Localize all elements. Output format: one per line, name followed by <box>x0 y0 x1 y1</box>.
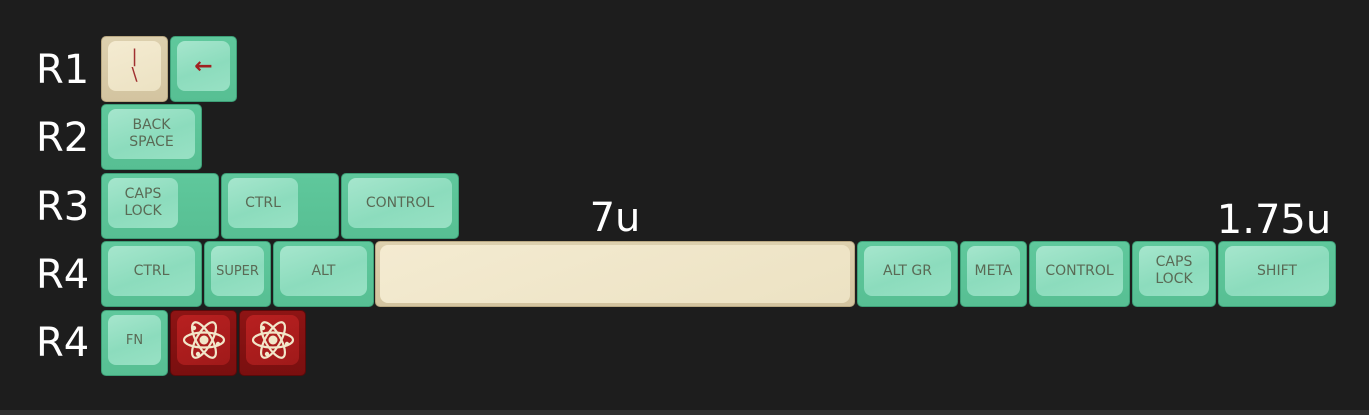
row-label-r4: R4 <box>36 252 90 298</box>
key-legend: CONTROL <box>1036 246 1123 296</box>
key-alt[interactable]: ALT <box>273 241 374 307</box>
key-legend: SHIFT <box>1225 246 1329 296</box>
left-arrow-icon: ← <box>177 41 230 91</box>
row-label-r3: R3 <box>36 184 90 230</box>
atom-icon <box>177 315 230 365</box>
key-super[interactable]: SUPER <box>204 241 271 307</box>
key-legend: BACK SPACE <box>108 109 195 159</box>
key-capslock[interactable]: CAPS LOCK <box>1132 241 1216 307</box>
key-backspace[interactable]: BACK SPACE <box>101 104 202 170</box>
row-label-r5: R4 <box>36 320 90 366</box>
key-backslash[interactable]: | \ <box>101 36 168 102</box>
key-ctrl[interactable]: CTRL <box>101 241 202 307</box>
bottom-border <box>0 410 1369 415</box>
key-legend: ALT GR <box>864 246 951 296</box>
key-spacebar[interactable] <box>375 241 855 307</box>
key-arrow[interactable]: ← <box>170 36 237 102</box>
key-legend: | \ <box>108 41 161 91</box>
key-legend: CAPS LOCK <box>1139 246 1209 296</box>
key-control[interactable]: CONTROL <box>341 173 459 239</box>
key-capslock[interactable]: CAPS LOCK <box>101 173 219 239</box>
spacebar-surface <box>380 245 850 303</box>
key-legend: CTRL <box>108 246 195 296</box>
key-altgr[interactable]: ALT GR <box>857 241 958 307</box>
key-legend: SUPER <box>211 246 264 296</box>
row-label-r2: R2 <box>36 115 90 161</box>
key-control[interactable]: CONTROL <box>1029 241 1130 307</box>
key-atom[interactable] <box>170 310 237 376</box>
key-legend: META <box>967 246 1020 296</box>
key-legend: CONTROL <box>348 178 452 228</box>
key-legend: ALT <box>280 246 367 296</box>
key-atom[interactable] <box>239 310 306 376</box>
key-legend: FN <box>108 315 161 365</box>
row-label-r1: R1 <box>36 47 90 93</box>
shift-size-label: 1.75u <box>1216 197 1332 243</box>
key-meta[interactable]: META <box>960 241 1027 307</box>
key-legend: CTRL <box>228 178 298 228</box>
key-shift[interactable]: SHIFT <box>1218 241 1336 307</box>
key-legend: CAPS LOCK <box>108 178 178 228</box>
space-size-label: 7u <box>589 195 641 241</box>
key-ctrl[interactable]: CTRL <box>221 173 339 239</box>
key-fn[interactable]: FN <box>101 310 168 376</box>
atom-icon <box>246 315 299 365</box>
